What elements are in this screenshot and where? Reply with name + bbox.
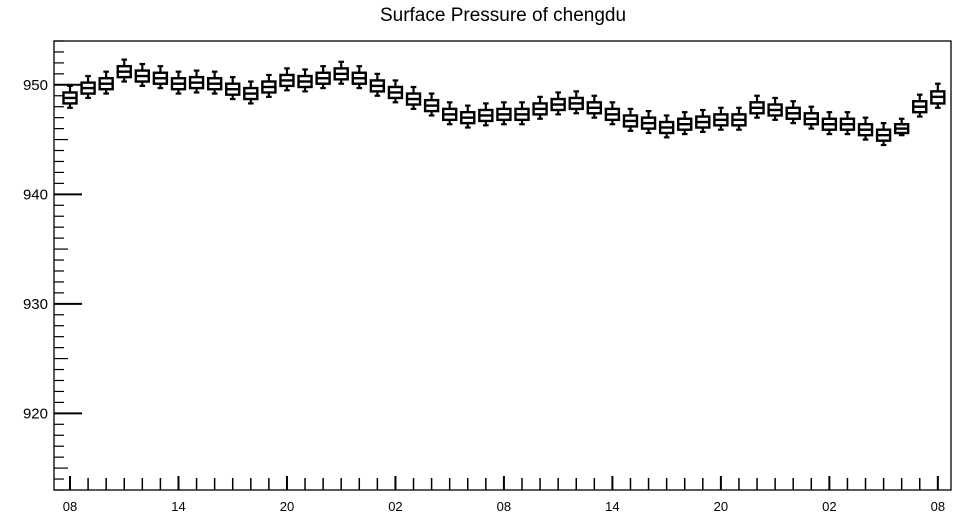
box-plot: [785, 100, 801, 125]
x-tick-label: 14: [171, 499, 185, 514]
box-plot: [279, 67, 295, 92]
box-plot: [423, 92, 440, 117]
box-plot: [405, 85, 422, 110]
y-tick-label: 950: [23, 77, 48, 94]
y-tick-label: 930: [23, 296, 48, 313]
x-axis: 08 14 20 02 08 14 20 02 08: [63, 476, 945, 514]
box-plot: [80, 74, 96, 100]
box-plot: [478, 102, 494, 127]
box-plot: [369, 72, 386, 97]
y-tick-label: 920: [23, 405, 48, 422]
box-plot: [857, 116, 874, 141]
box-plot: [441, 101, 458, 126]
box-plot: [695, 108, 711, 133]
box-series: [62, 58, 946, 147]
box-plot: [188, 69, 205, 94]
box-plot: [243, 80, 259, 105]
x-tick-label: 08: [63, 499, 77, 514]
y-tick-label: 940: [23, 186, 48, 203]
box-plot: [315, 65, 331, 90]
box-plot: [622, 107, 639, 132]
box-plot: [116, 58, 132, 83]
box-plot: [658, 114, 675, 139]
box-plot: [460, 104, 476, 129]
box-plot: [152, 65, 169, 90]
box-plot: [170, 70, 187, 95]
box-plot: [333, 60, 349, 85]
box-plot: [550, 91, 566, 116]
plot-frame: [53, 40, 952, 491]
x-tick-label: 20: [714, 499, 728, 514]
box-plot: [640, 109, 657, 135]
box-plot: [98, 70, 114, 95]
box-plot: [767, 96, 783, 121]
box-plot: [351, 65, 367, 90]
box-plot: [677, 111, 693, 136]
box-plot: [821, 111, 838, 136]
x-tick-label: 14: [605, 499, 619, 514]
box-plot: [261, 73, 277, 98]
box-plot: [496, 101, 512, 126]
y-axis: 920 930 940 950: [23, 40, 82, 491]
x-tick-label: 20: [280, 499, 294, 514]
box-plot: [803, 105, 819, 130]
box-plot: [62, 84, 78, 109]
box-plot: [875, 122, 892, 147]
x-tick-label: 08: [931, 499, 945, 514]
box-plot: [839, 111, 856, 136]
box-plot: [514, 101, 530, 126]
box-plot: [134, 62, 151, 88]
x-tick-label: 02: [388, 499, 402, 514]
box-plot: [749, 94, 765, 119]
box-plot: [225, 76, 241, 101]
x-tick-label: 08: [497, 499, 511, 514]
box-plot: [568, 90, 584, 115]
box-plot: [206, 70, 223, 95]
box-plot: [731, 106, 747, 131]
box-plot: [912, 93, 928, 118]
box-plot: [930, 82, 946, 109]
box-plot: [604, 101, 621, 126]
chart-title: Surface Pressure of chengdu: [380, 5, 626, 26]
box-plot: [532, 95, 548, 120]
box-plot: [297, 68, 313, 93]
box-plot: [387, 79, 404, 104]
box-plot: [713, 106, 729, 131]
box-plot: [586, 94, 603, 119]
box-plot: [893, 117, 910, 137]
x-tick-label: 02: [822, 499, 836, 514]
